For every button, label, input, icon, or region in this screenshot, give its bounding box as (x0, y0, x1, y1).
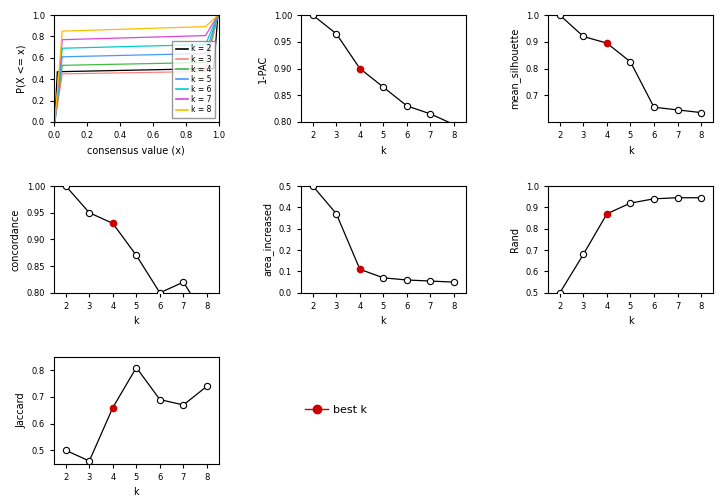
X-axis label: consensus value (x): consensus value (x) (87, 146, 185, 156)
X-axis label: k: k (628, 317, 634, 327)
X-axis label: k: k (381, 146, 386, 156)
Legend: best k: best k (301, 401, 372, 420)
X-axis label: k: k (381, 317, 386, 327)
Y-axis label: mean_silhouette: mean_silhouette (509, 28, 521, 109)
X-axis label: k: k (628, 146, 634, 156)
Legend: k = 2, k = 3, k = 4, k = 5, k = 6, k = 7, k = 8: k = 2, k = 3, k = 4, k = 5, k = 6, k = 7… (172, 41, 215, 118)
Y-axis label: concordance: concordance (11, 208, 21, 271)
X-axis label: k: k (133, 487, 139, 497)
X-axis label: k: k (133, 317, 139, 327)
Y-axis label: P(X <= x): P(X <= x) (16, 44, 26, 93)
Y-axis label: Jaccard: Jaccard (16, 393, 26, 428)
Y-axis label: area_increased: area_increased (262, 203, 273, 276)
Y-axis label: 1-PAC: 1-PAC (258, 54, 268, 83)
Y-axis label: Rand: Rand (510, 227, 521, 252)
